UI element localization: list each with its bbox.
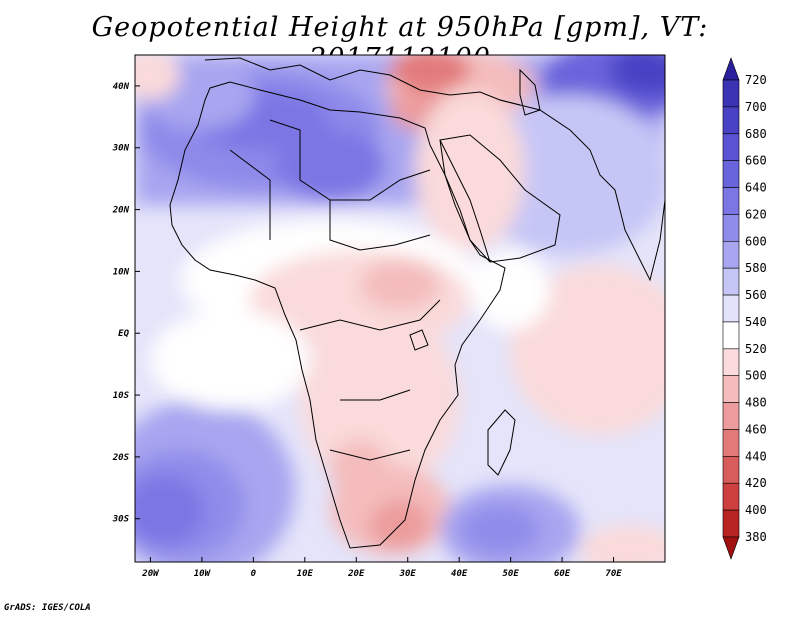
colorbar-label: 640	[745, 181, 767, 195]
latitude-axis: 40N 30N 20N 10N EQ 10S 20S 30S	[112, 82, 140, 525]
colorbar-swatch	[722, 375, 740, 403]
colorbar-label: 540	[745, 315, 767, 329]
colorbar-label: 700	[745, 100, 767, 114]
colorbar-swatch	[722, 509, 740, 538]
lon-tick-label: 10W	[194, 569, 212, 579]
colorbar-swatch	[722, 106, 740, 135]
lon-tick-label: 0	[251, 569, 257, 579]
colorbar-swatch	[722, 267, 740, 296]
colorbar-label: 620	[745, 207, 767, 221]
colorbar-swatch	[722, 79, 740, 108]
colorbar-top-triangle	[722, 57, 740, 81]
colorbar: 720 700 680 660 640 620 600 580 560 540 520 500 480 4…	[722, 57, 767, 560]
colorbar-bottom-triangle	[722, 536, 740, 560]
colorbar-swatch	[722, 429, 740, 457]
colorbar-label: 600	[745, 234, 767, 248]
colorbar-swatch	[722, 133, 740, 161]
colorbar-swatch	[722, 402, 740, 430]
longitude-axis: 20W 10W 0 10E 20E 30E 40E 50E 60E 70E	[141, 557, 622, 579]
colorbar-label: 500	[745, 369, 767, 383]
colorbar-swatch	[722, 348, 740, 377]
contour-field	[135, 55, 665, 562]
colorbar-label: 480	[745, 396, 767, 410]
coastlines	[169, 57, 665, 549]
colorbar-label: 440	[745, 449, 767, 463]
lon-tick-label: 40E	[451, 569, 468, 579]
lat-tick-label: EQ	[118, 329, 129, 339]
colorbar-label: 380	[745, 530, 767, 544]
colorbar-label: 660	[745, 154, 767, 168]
lon-tick-label: 20W	[141, 569, 160, 579]
colorbar-label: 720	[745, 73, 767, 87]
lat-tick-label: 30N	[112, 144, 130, 154]
lon-tick-label: 70E	[605, 569, 622, 579]
colorbar-label: 420	[745, 476, 767, 490]
colorbar-swatch	[722, 160, 740, 188]
lat-tick-label: 10N	[113, 267, 130, 277]
credit-text: GrADS: IGES/COLA	[4, 603, 91, 613]
lat-tick-label: 20N	[112, 206, 130, 216]
colorbar-swatch	[722, 187, 740, 215]
colorbar-label: 520	[745, 342, 767, 356]
lat-tick-label: 20S	[112, 453, 130, 463]
colorbar-swatch	[722, 294, 740, 323]
lat-tick-label: 10S	[113, 391, 130, 401]
colorbar-swatch	[722, 482, 740, 511]
colorbar-swatch	[722, 214, 740, 242]
colorbar-label: 680	[745, 127, 767, 141]
lon-tick-label: 20E	[347, 569, 365, 579]
lon-tick-label: 50E	[502, 569, 519, 579]
lon-tick-label: 10E	[297, 569, 314, 579]
colorbar-label: 460	[745, 422, 767, 436]
colorbar-swatch	[722, 240, 740, 269]
lat-tick-label: 40N	[113, 82, 130, 92]
lat-tick-label: 30S	[112, 515, 130, 525]
colorbar-label: 580	[745, 261, 767, 275]
colorbar-swatch	[722, 456, 740, 484]
lon-tick-label: 30E	[399, 569, 417, 579]
colorbar-swatch	[722, 321, 740, 350]
plot-frame	[134, 54, 666, 563]
colorbar-label: 400	[745, 503, 767, 517]
lon-tick-label: 60E	[554, 569, 571, 579]
colorbar-label: 560	[745, 288, 767, 302]
